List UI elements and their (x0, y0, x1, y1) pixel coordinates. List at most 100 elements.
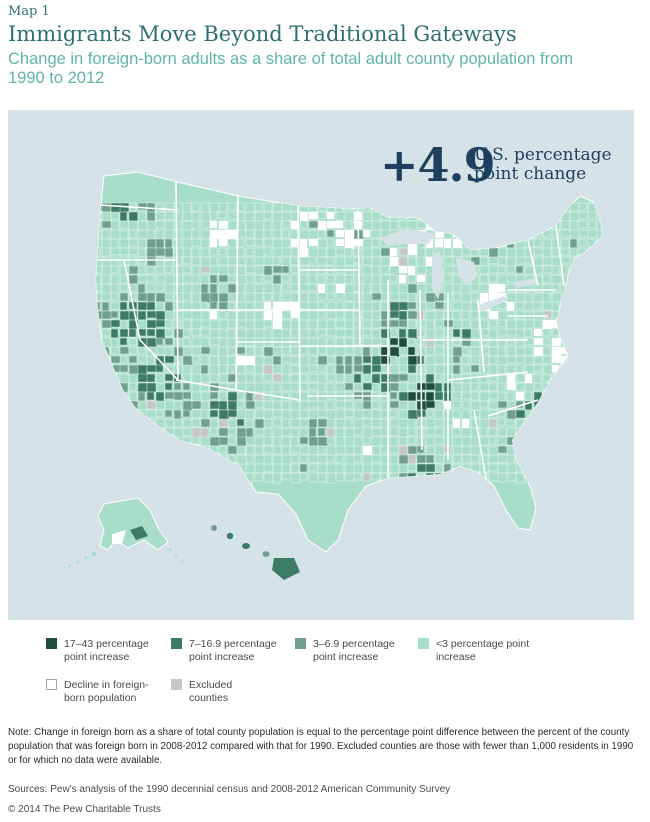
county-cell (326, 211, 335, 220)
county-cell (155, 409, 164, 418)
county-cell (96, 310, 103, 320)
county-cell (173, 472, 185, 483)
county-cell (524, 472, 535, 484)
county-cell (434, 409, 444, 420)
county-cell (173, 337, 185, 349)
county-cell (569, 328, 581, 339)
county-cell (146, 220, 158, 232)
county-cell (515, 382, 526, 392)
county-cell (326, 220, 338, 229)
county-cell (371, 256, 382, 268)
county-cell (299, 391, 309, 403)
county-cell (263, 211, 273, 220)
county-cell (452, 220, 462, 231)
map-eyebrow: Map 1 (8, 4, 50, 19)
county-cell (488, 373, 498, 382)
county-cell (596, 256, 602, 266)
county-cell (578, 220, 588, 229)
county-cell (119, 238, 130, 249)
county-cell (272, 310, 283, 321)
county-cell (308, 211, 320, 220)
county-cell (407, 355, 418, 366)
county-cell (182, 310, 193, 320)
county-cell (308, 310, 319, 321)
county-cell (488, 355, 497, 365)
county-cell (110, 418, 121, 428)
county-cell (425, 436, 435, 447)
county-cell (596, 454, 602, 465)
county-cell (380, 436, 392, 448)
county-cell (200, 391, 212, 403)
county-cell (200, 229, 212, 240)
county-cell (308, 238, 320, 247)
county-cell (443, 463, 452, 474)
county-cell (587, 238, 596, 248)
county-cell (515, 346, 526, 357)
county-cell (227, 472, 238, 484)
county-cell (452, 202, 464, 211)
county-cell (470, 382, 479, 392)
county-cell (182, 445, 192, 457)
county-cell (317, 364, 327, 373)
county-cell (245, 427, 254, 439)
county-cell (254, 454, 266, 465)
county-cell (254, 436, 265, 448)
county-cell (443, 202, 452, 214)
county-cell (96, 355, 101, 364)
county-cell (173, 463, 183, 472)
county-cell (254, 382, 266, 394)
county-cell (164, 418, 175, 428)
county-cell (398, 445, 409, 457)
county-cell (263, 256, 274, 266)
county-cell (101, 319, 113, 329)
county-cell (281, 292, 293, 302)
county-cell (191, 445, 201, 454)
county-cell (164, 310, 175, 321)
county-cell (218, 463, 230, 472)
county-cell (353, 319, 362, 328)
county-cell (578, 256, 588, 268)
county-cell (398, 247, 409, 256)
county-cell (425, 463, 437, 473)
county-cell (290, 445, 302, 454)
county-cell (461, 463, 471, 473)
county-cell (155, 247, 166, 257)
county-cell (236, 391, 245, 401)
county-cell (146, 283, 158, 292)
county-cell (551, 274, 563, 285)
county-cell (254, 346, 263, 357)
county-cell (96, 319, 101, 330)
county-cell (470, 211, 481, 220)
county-cell (506, 418, 516, 427)
county-cell (110, 346, 121, 355)
county-cell (452, 454, 462, 464)
county-cell (524, 391, 533, 401)
county-cell (200, 337, 210, 349)
county-cell (182, 292, 192, 301)
county-cell (488, 283, 499, 294)
county-cell (344, 445, 355, 455)
county-cell (344, 328, 354, 338)
county-cell (164, 391, 176, 400)
county-cell (173, 454, 184, 466)
county-cell (227, 391, 239, 402)
county-cell (218, 283, 230, 295)
county-cell (452, 382, 463, 393)
county-cell (371, 310, 381, 322)
national-change-caption: U.S. percentage point change (474, 145, 612, 184)
county-cell (110, 211, 120, 220)
county-cell (488, 220, 499, 232)
county-cell (398, 391, 409, 402)
county-cell (452, 247, 463, 258)
county-cell (326, 472, 337, 484)
county-cell (137, 436, 147, 445)
county-cell (335, 283, 346, 294)
county-cell (461, 391, 472, 400)
county-cell (218, 436, 229, 446)
county-cell (101, 373, 110, 384)
county-cell (317, 472, 327, 483)
county-cell (326, 373, 337, 382)
county-cell (488, 247, 500, 259)
county-cell (119, 373, 131, 385)
county-cell (497, 211, 509, 220)
